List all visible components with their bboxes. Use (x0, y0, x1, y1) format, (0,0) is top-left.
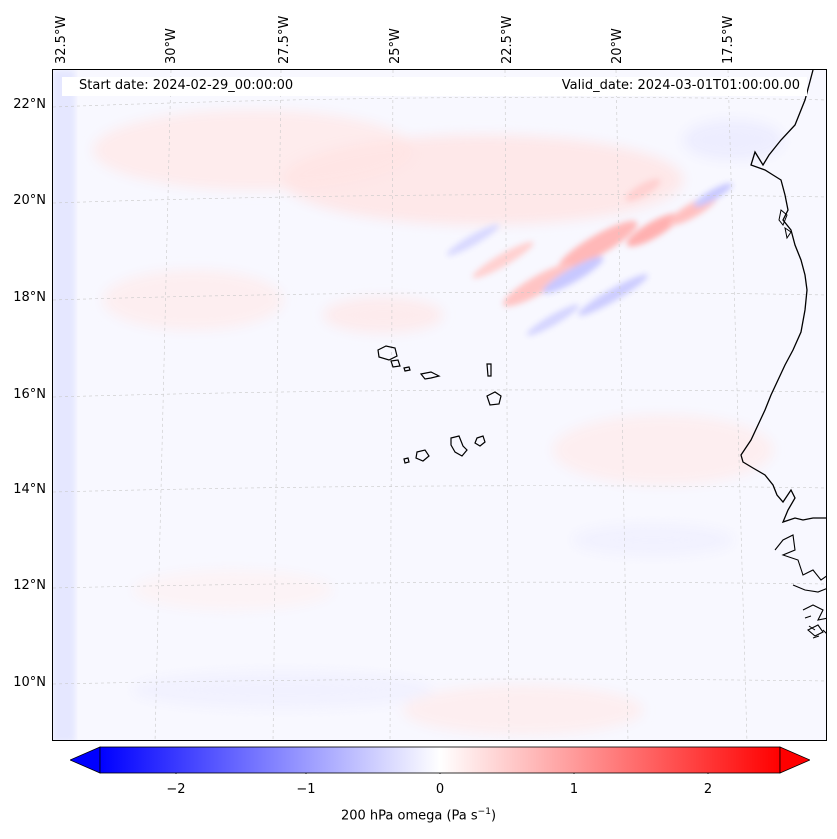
omega-bands (446, 178, 733, 336)
lon-label-22.5w: 22.5°W (500, 15, 515, 64)
colorbar-left-extend (68, 746, 101, 774)
island-fogo (415, 449, 430, 462)
lat-label-14n: 14°N (13, 482, 46, 497)
start-date-label: Start date: 2024-02-29_00:00:00 (79, 78, 294, 93)
lat-label-20n: 20°N (13, 193, 46, 208)
colorbar-right-extend (779, 746, 812, 774)
lon-label-27.5w: 27.5°W (277, 15, 292, 64)
island-sao-vicente (390, 359, 401, 368)
map-panel (52, 69, 827, 741)
date-banner: Start date: 2024-02-29_00:00:00 Valid_da… (62, 77, 807, 96)
canary-coast-islets (778, 209, 792, 240)
island-maio (474, 435, 486, 447)
colorbar-body (99, 746, 781, 774)
lat-label-16n: 16°N (13, 387, 46, 402)
island-boa-vista (486, 391, 502, 406)
lat-label-12n: 12°N (13, 578, 46, 593)
map-canvas (53, 70, 826, 740)
island-santa-luzia (403, 366, 411, 372)
colorbar-tick-0: 0 (435, 782, 445, 797)
bijagos-islands (804, 615, 826, 639)
colorbar-graphic (68, 746, 812, 777)
omega-field (93, 110, 783, 735)
colorbar-title: 200 hPa omega (Pa s−1) (340, 807, 497, 824)
lon-label-30w: 30°W (164, 28, 179, 64)
africa-coastline (740, 70, 826, 524)
colorbar-tick-2: 2 (703, 782, 713, 797)
coast-inlets (774, 534, 826, 637)
colorbar-tick-1: 1 (569, 782, 579, 797)
lon-label-20w: 20°W (610, 28, 625, 64)
lon-label-25w: 25°W (388, 28, 403, 64)
cape-verde-islands (377, 345, 502, 464)
island-sao-nicolau (419, 371, 441, 380)
lon-label-17.5w: 17.5°W (721, 15, 736, 64)
island-santo-antao (377, 345, 398, 361)
island-brava (403, 457, 410, 464)
colorbar-tick-m1: −1 (296, 782, 316, 797)
lat-label-22n: 22°N (13, 97, 46, 112)
lon-label-32.5w: 32.5°W (54, 15, 69, 64)
valid-date-label: Valid_date: 2024-03-01T01:00:00.00 (561, 78, 800, 93)
lat-label-18n: 18°N (13, 290, 46, 305)
island-sal (486, 363, 492, 377)
graticule (53, 70, 826, 740)
lat-label-10n: 10°N (13, 675, 46, 690)
colorbar (68, 746, 812, 777)
colorbar-tick-m2: −2 (166, 782, 186, 797)
left-edge-negative-band (53, 70, 75, 740)
island-santiago (450, 435, 468, 457)
